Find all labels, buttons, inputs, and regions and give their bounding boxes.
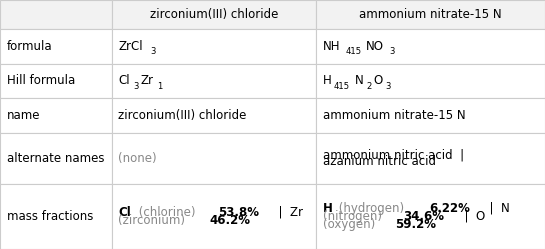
Text: O: O [373,74,382,87]
Bar [316,98,545,133]
Text: 6.22%: 6.22% [429,202,470,215]
Text: Cl: Cl [118,74,130,87]
Bar [316,133,545,184]
Text: 46.2%: 46.2% [210,214,251,227]
Bar [316,0,545,29]
Text: NO: NO [366,40,384,53]
Text: Zr: Zr [140,74,153,87]
Text: (zirconium): (zirconium) [118,214,189,227]
Bar [316,184,545,249]
Bar [112,98,316,133]
Text: ammonium nitric acid  |: ammonium nitric acid | [323,148,464,161]
Text: NH: NH [323,40,340,53]
Text: 415: 415 [345,47,361,56]
Text: (none): (none) [118,152,157,165]
Bar [112,64,316,98]
Text: H: H [323,202,332,215]
Text: Cl: Cl [118,206,131,219]
Text: ammonium nitrate-15 N: ammonium nitrate-15 N [359,8,502,21]
Text: ZrCl: ZrCl [118,40,143,53]
Bar [316,64,545,98]
Bar [0,0,112,29]
Bar [0,98,112,133]
Text: Hill formula: Hill formula [7,74,75,87]
Text: |  Zr: | Zr [270,206,302,219]
Text: alternate names: alternate names [7,152,104,165]
Text: formula: formula [7,40,52,53]
Text: 34.6%: 34.6% [404,210,445,223]
Bar [0,64,112,98]
Text: zirconium(III) chloride: zirconium(III) chloride [150,8,278,21]
Text: 415: 415 [334,82,350,91]
Text: azanium nitric acid: azanium nitric acid [323,155,435,168]
Text: |  N: | N [482,202,510,215]
Text: 3: 3 [385,82,390,91]
Text: 3: 3 [150,47,155,56]
Bar [0,29,112,64]
Text: 3: 3 [134,82,138,91]
Text: 1: 1 [157,82,162,91]
Text: (nitrogen): (nitrogen) [323,210,385,223]
Text: name: name [7,109,40,122]
Text: 2: 2 [366,82,371,91]
Text: |  O: | O [457,210,485,223]
Bar [316,29,545,64]
Bar [0,184,112,249]
Text: zirconium(III) chloride: zirconium(III) chloride [118,109,247,122]
Text: (chlorine): (chlorine) [135,206,199,219]
Text: (oxygen): (oxygen) [323,218,379,231]
Bar [112,184,316,249]
Text: 3: 3 [389,47,395,56]
Text: (hydrogen): (hydrogen) [335,202,408,215]
Bar [0,133,112,184]
Text: ammonium nitrate-15 N: ammonium nitrate-15 N [323,109,465,122]
Text: 59.2%: 59.2% [395,218,436,231]
Text: N: N [355,74,364,87]
Text: 53.8%: 53.8% [217,206,259,219]
Text: H: H [323,74,331,87]
Bar [112,29,316,64]
Bar [112,0,316,29]
Text: mass fractions: mass fractions [7,210,93,223]
Bar [112,133,316,184]
